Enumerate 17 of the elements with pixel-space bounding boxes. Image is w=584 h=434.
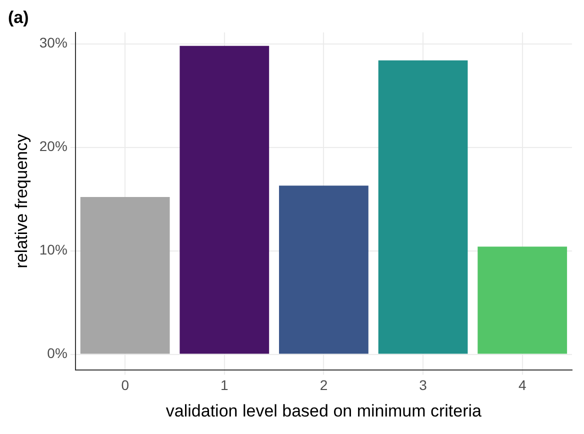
bar	[478, 246, 568, 354]
x-tick-label: 4	[518, 377, 526, 394]
x-tick-label: 3	[419, 377, 428, 394]
bar	[279, 186, 368, 354]
y-tick-label: 10%	[39, 242, 68, 258]
bar	[80, 196, 170, 354]
y-tick-label: 0%	[47, 345, 68, 362]
y-tick-label: 20%	[39, 138, 68, 154]
bar	[378, 60, 468, 354]
chart-title: (a)	[8, 8, 29, 27]
y-axis-title: relative frequency	[12, 134, 31, 268]
bar	[180, 46, 270, 354]
x-tick-label: 0	[121, 377, 130, 394]
x-tick-label: 2	[320, 377, 328, 394]
x-axis-title: validation level based on minimum criteria	[166, 401, 482, 420]
y-tick-label: 30%	[39, 34, 68, 51]
x-tick-label: 1	[220, 377, 228, 394]
